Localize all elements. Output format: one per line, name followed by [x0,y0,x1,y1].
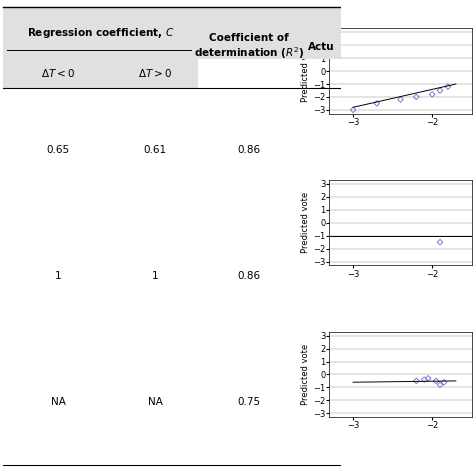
Text: 0.86: 0.86 [237,271,261,281]
Point [440,378,448,386]
Point [436,238,444,246]
Y-axis label: Predicted vote: Predicted vote [301,192,310,253]
Bar [3,59,198,88]
Text: $\mathit{\Delta}T < 0$: $\mathit{\Delta}T < 0$ [41,67,75,80]
Text: 1: 1 [55,271,61,281]
Text: 0.61: 0.61 [144,146,167,155]
Point [436,87,444,94]
Point [436,381,444,389]
Y-axis label: Predicted vote: Predicted vote [301,344,310,405]
Text: NA: NA [148,397,163,407]
Point [432,377,440,385]
Text: Actu: Actu [308,42,334,53]
Text: 1: 1 [152,271,159,281]
Text: 0.86: 0.86 [237,146,261,155]
Text: $\mathit{\Delta}T > 0$: $\mathit{\Delta}T > 0$ [138,67,172,80]
Point [420,376,428,383]
Point [424,374,432,382]
Point [412,377,420,385]
Y-axis label: Predicted vote: Predicted vote [301,41,310,101]
Point [428,91,436,98]
Point [349,106,357,114]
Text: 0.65: 0.65 [46,146,70,155]
Point [373,100,381,107]
Point [444,83,452,91]
Bar [3,7,341,59]
Text: Regression coefficient, $C$: Regression coefficient, $C$ [27,26,174,40]
Point [412,93,420,101]
Text: NA: NA [51,397,65,407]
Text: 0.75: 0.75 [237,397,261,407]
Text: Coefficient of
determination ($R^2$): Coefficient of determination ($R^2$) [194,33,304,62]
Point [397,96,404,103]
